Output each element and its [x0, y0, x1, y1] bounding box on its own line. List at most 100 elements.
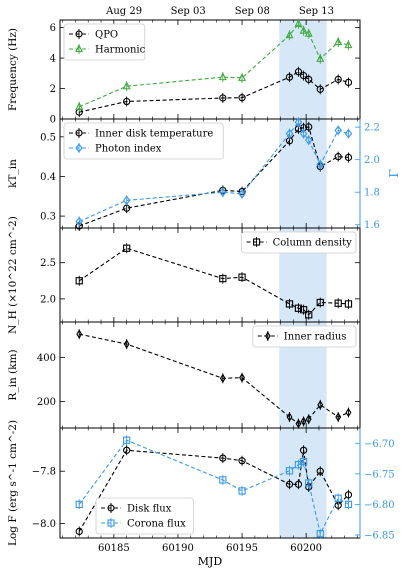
y-tick-label: −7.8	[32, 467, 56, 478]
y-tick-label: 2.5	[40, 258, 56, 269]
data-point	[335, 412, 342, 422]
series-line-1	[79, 22, 349, 108]
legend: Inner radius	[252, 325, 357, 348]
data-point	[304, 135, 313, 145]
data-point	[299, 446, 308, 454]
top-axis-date-label: Sep 13	[299, 6, 334, 17]
data-point	[75, 101, 84, 110]
y-tick-label: 0	[50, 115, 56, 126]
data-point	[344, 300, 353, 308]
legend-marker	[75, 44, 83, 52]
y-tick-label: 0.5	[40, 132, 56, 143]
legend-box	[241, 231, 357, 254]
data-point	[299, 128, 308, 139]
data-point	[238, 94, 246, 102]
legend-marker	[107, 504, 115, 512]
data-point	[285, 128, 294, 139]
right-y-axis-label: Γ	[387, 169, 401, 177]
legend-label: Harmonic	[95, 45, 146, 56]
data-point	[294, 117, 303, 128]
data-point	[334, 125, 343, 136]
x-axis-label: MJD	[198, 555, 223, 568]
y-axis-label: Log F (erg s^-1 cm^-2)	[7, 420, 19, 546]
data-point	[299, 457, 308, 466]
data-point	[305, 123, 313, 131]
legend-marker	[75, 30, 83, 38]
data-point	[219, 94, 227, 102]
panel-1: 0 2 4 6 Frequency (Hz) QPO Harmonic Aug 29 Sep 0…	[7, 6, 361, 126]
data-point	[238, 487, 246, 495]
series-line-1	[79, 121, 349, 222]
x-tick-label: 60190	[162, 543, 194, 554]
data-point	[218, 72, 227, 81]
data-point	[238, 72, 247, 81]
data-point	[305, 414, 312, 424]
panel-5: −8.0 −7.8 −6.85 −6.80 −6.75 −6.70 Log F (erg s…	[7, 420, 395, 568]
top-axis-date-label: Sep 08	[235, 6, 270, 17]
data-point	[334, 75, 342, 84]
data-point	[305, 311, 313, 319]
data-point	[239, 372, 245, 383]
y-axis-label: R_in (km)	[7, 349, 19, 400]
data-point	[286, 412, 293, 422]
data-point	[344, 128, 353, 139]
data-point	[122, 81, 131, 90]
highlight-band	[279, 20, 327, 538]
data-point	[285, 73, 294, 81]
data-point	[285, 300, 294, 308]
data-point	[238, 189, 246, 199]
data-point	[316, 467, 324, 475]
y-axis-label: Frequency (Hz)	[7, 28, 19, 111]
panel-3: 2.0 2.5 N_H (×10^22 cm^-2) Column density	[7, 216, 361, 334]
data-point	[123, 339, 130, 349]
data-point	[345, 407, 352, 418]
data-point	[123, 446, 131, 454]
y-tick-label: 0.3	[40, 212, 56, 223]
legend-box	[63, 23, 146, 61]
right-y-tick-label: 2.2	[364, 123, 380, 134]
right-y-tick-label: 1.6	[364, 220, 380, 231]
legend-label: Inner disk temperature	[95, 129, 213, 140]
data-point	[238, 457, 246, 465]
data-point	[317, 400, 324, 410]
series-line-0	[78, 449, 349, 532]
data-point	[344, 40, 353, 49]
right-y-tick-label: −6.75	[364, 469, 395, 480]
y-tick-label: 200	[37, 397, 56, 408]
data-point	[219, 476, 227, 484]
data-point	[238, 273, 246, 281]
data-point	[299, 71, 308, 80]
legend-box	[95, 497, 194, 535]
x-tick-label: 60200	[290, 543, 322, 554]
data-point	[304, 28, 313, 37]
data-point	[305, 479, 313, 487]
series-line-0	[79, 71, 349, 113]
y-tick-label: −8.0	[32, 519, 56, 530]
data-point	[123, 97, 131, 106]
panel-2: 0.3 0.4 0.5 1.6 1.8 2.0 2.2 ΓkT_in Inner disk te…	[7, 117, 401, 231]
data-point	[219, 454, 227, 462]
legend-label: Inner radius	[284, 332, 347, 343]
data-point	[334, 153, 342, 161]
panel-4: 200 400 R_in (km) Inner radius	[7, 321, 361, 429]
right-y-tick-label: −6.85	[364, 530, 395, 541]
data-point	[294, 480, 303, 488]
data-point	[123, 244, 131, 252]
data-point	[316, 85, 324, 93]
legend-label: Column density	[273, 238, 353, 249]
right-y-tick-label: −6.80	[364, 500, 395, 511]
data-point	[75, 216, 84, 227]
legend-label: Disk flux	[127, 504, 172, 515]
legend-label: QPO	[95, 30, 118, 41]
data-point	[122, 195, 131, 206]
data-point	[285, 30, 294, 39]
data-point	[294, 68, 303, 76]
y-tick-label: 0.4	[40, 172, 56, 183]
data-point	[295, 418, 302, 429]
y-tick-label: 400	[37, 353, 56, 364]
data-point	[294, 304, 303, 312]
data-point	[316, 530, 324, 538]
data-point	[219, 274, 227, 283]
data-point	[219, 187, 227, 197]
